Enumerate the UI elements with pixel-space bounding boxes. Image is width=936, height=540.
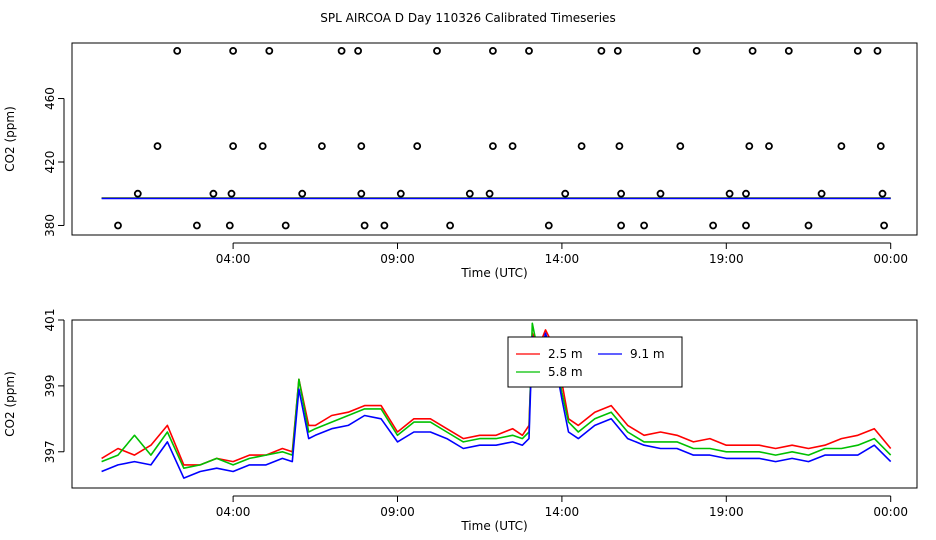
data-point (508, 142, 517, 151)
data-point (617, 189, 625, 198)
y-tick-label: 460 (43, 87, 57, 110)
y-tick-label: 397 (43, 440, 57, 463)
data-point (615, 142, 624, 151)
data-point (640, 221, 648, 230)
data-point (317, 142, 326, 151)
data-point (229, 142, 238, 151)
x-tick-label: 04:00 (216, 505, 251, 519)
legend: 2.5 m 5.8 m 9.1 m (507, 336, 683, 388)
x-axis-label: Time (UTC) (460, 266, 527, 280)
data-point (577, 142, 586, 151)
data-point (229, 47, 238, 55)
legend-label: 5.8 m (548, 365, 583, 379)
data-point (597, 47, 606, 55)
series-line-2-5-m (101, 329, 892, 466)
legend-label: 2.5 m (548, 347, 583, 361)
data-point (561, 189, 570, 198)
data-point (258, 142, 267, 151)
data-point (804, 221, 813, 230)
data-point (281, 221, 290, 230)
legend-label: 9.1 m (630, 347, 665, 361)
y-tick-label: 401 (43, 309, 57, 332)
data-point (114, 221, 122, 230)
data-point (878, 189, 887, 198)
x-tick-label: 14:00 (545, 252, 580, 266)
data-point (209, 189, 218, 198)
data-point (337, 47, 346, 55)
x-tick-label: 19:00 (709, 252, 744, 266)
data-point (617, 221, 625, 230)
data-point (742, 189, 750, 198)
data-point (748, 47, 757, 55)
data-point (784, 47, 793, 55)
data-point (133, 189, 142, 198)
data-point (525, 47, 533, 55)
x-tick-label: 19:00 (709, 505, 744, 519)
data-point (544, 221, 553, 230)
series-line-9-1-m (101, 332, 892, 479)
y-tick-label: 380 (43, 214, 57, 237)
bottom-panel-timeseries: 04:00 09:00 14:00 19:00 00:00 Time (UTC) 397 39… (3, 309, 918, 533)
data-point (853, 47, 862, 55)
y-tick-label: 399 (43, 374, 57, 397)
figure-title: SPL AIRCOA D Day 110326 Calibrated Times… (320, 11, 615, 25)
data-point (413, 142, 422, 151)
x-tick-label: 00:00 (873, 252, 908, 266)
data-point (488, 142, 497, 151)
data-point (656, 189, 665, 198)
series-line-5-8-m (101, 322, 892, 470)
x-tick-label: 00:00 (873, 505, 908, 519)
y-axis-label: CO2 (ppm) (3, 106, 17, 172)
data-point (676, 142, 685, 151)
legend-box (507, 336, 683, 388)
data-point (153, 142, 162, 151)
data-point (173, 47, 182, 55)
data-point (692, 47, 701, 55)
y-axis-label: CO2 (ppm) (3, 371, 17, 437)
plot-frame (71, 42, 918, 236)
data-point (380, 221, 389, 230)
x-tick-label: 09:00 (380, 252, 415, 266)
data-point (446, 221, 455, 230)
top-panel-scatter: 04:00 09:00 14:00 19:00 00:00 Time (UTC) 380 42… (3, 42, 918, 280)
y-tick-label: 420 (43, 151, 57, 174)
data-point (360, 221, 369, 230)
data-point (357, 142, 366, 151)
data-point (357, 189, 366, 198)
data-point (725, 189, 734, 198)
data-point (817, 189, 826, 198)
data-point (709, 221, 717, 230)
data-point (354, 47, 363, 55)
data-point (613, 47, 622, 55)
data-point (876, 142, 885, 151)
data-point (880, 221, 888, 230)
data-point (873, 47, 882, 55)
data-layer (101, 322, 892, 479)
plot-frame (71, 319, 918, 489)
data-point (465, 189, 474, 198)
data-point (298, 189, 307, 198)
data-point (192, 221, 201, 230)
data-point (227, 189, 236, 198)
data-point (742, 221, 750, 230)
data-point (488, 47, 497, 55)
data-point (265, 47, 274, 55)
data-point (485, 189, 494, 198)
data-point (225, 221, 234, 230)
data-point (396, 189, 405, 198)
data-point (745, 142, 754, 151)
x-tick-label: 14:00 (545, 505, 580, 519)
x-axis-label: Time (UTC) (460, 519, 527, 533)
data-layer (101, 197, 891, 200)
x-tick-label: 04:00 (216, 252, 251, 266)
data-point (765, 142, 773, 151)
data-point (433, 47, 441, 55)
x-tick-label: 09:00 (380, 505, 415, 519)
data-point (837, 142, 846, 151)
